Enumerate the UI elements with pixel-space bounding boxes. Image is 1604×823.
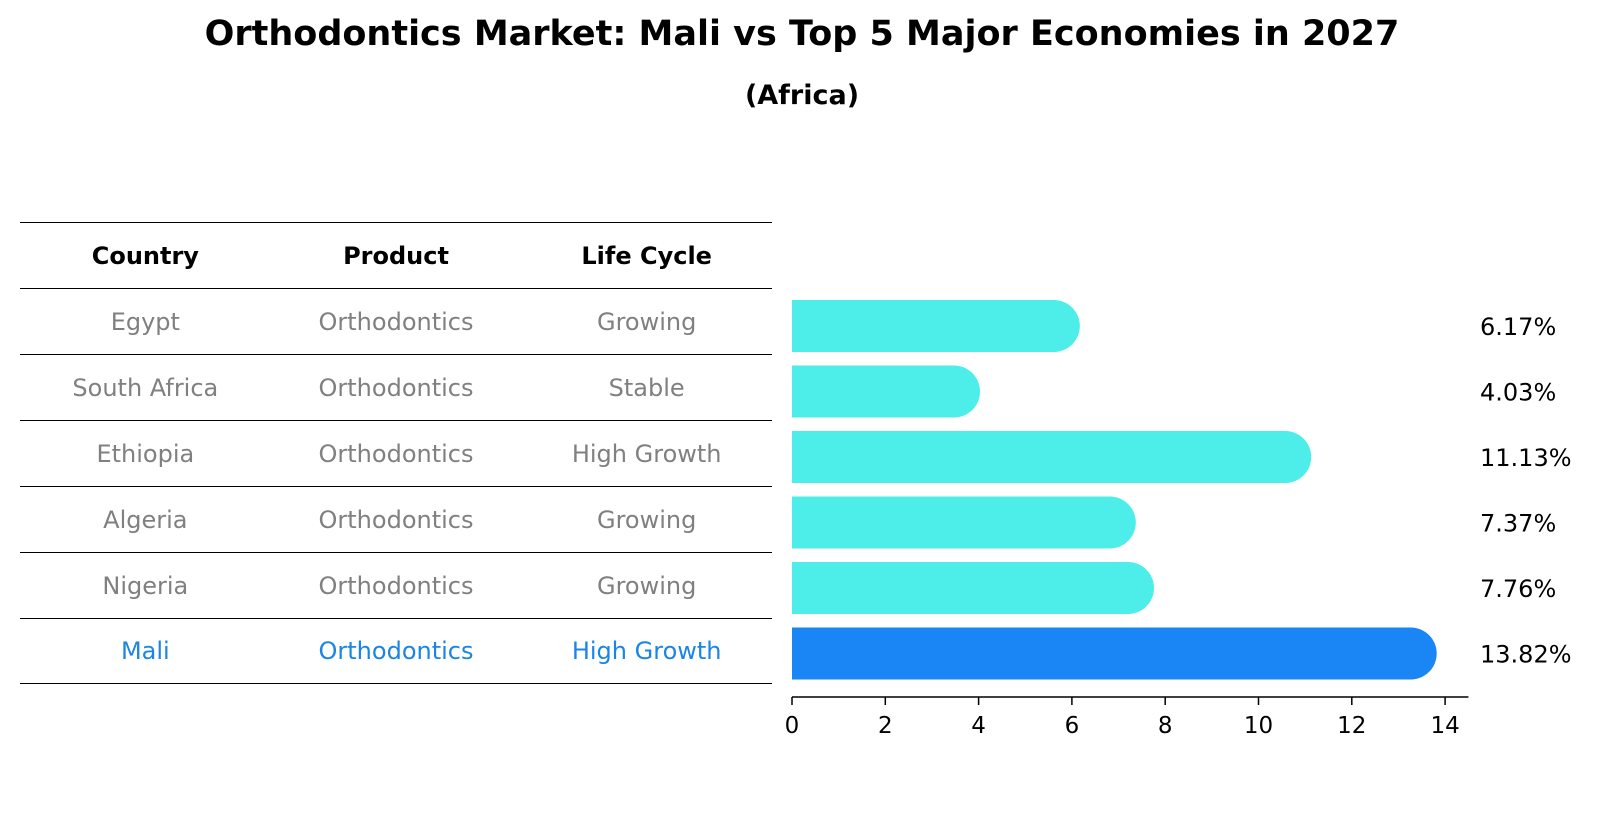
cell-life-cycle: Growing bbox=[596, 505, 697, 534]
bar-mali bbox=[792, 627, 1437, 680]
bar-south-africa bbox=[792, 365, 980, 418]
value-label: 11.13% bbox=[1480, 444, 1572, 472]
cell-country: Ethiopia bbox=[96, 439, 195, 468]
value-label: 4.03% bbox=[1480, 379, 1556, 407]
cell-country: Nigeria bbox=[102, 571, 189, 600]
cell-product: Orthodontics bbox=[318, 373, 474, 402]
x-tick-label: 2 bbox=[878, 713, 893, 739]
cell-product: Orthodontics bbox=[318, 505, 474, 534]
x-tick-label: 12 bbox=[1337, 713, 1366, 739]
bar-nigeria bbox=[792, 562, 1155, 614]
table-header-row: Country Product Life Cycle bbox=[20, 222, 772, 288]
table-row: Ethiopia Orthodontics High Growth bbox=[20, 420, 772, 486]
cell-life-cycle: High Growth bbox=[571, 439, 722, 468]
cell-life-cycle: High Growth bbox=[571, 637, 722, 665]
header-life-cycle: Life Cycle bbox=[581, 241, 712, 270]
x-tick-label: 0 bbox=[785, 713, 800, 739]
cell-product: Orthodontics bbox=[318, 307, 474, 336]
value-label: 7.76% bbox=[1480, 575, 1556, 603]
cell-country: Algeria bbox=[103, 505, 188, 534]
cell-country: Mali bbox=[120, 637, 170, 665]
table-row: Egypt Orthodontics Growing bbox=[20, 288, 772, 354]
bar-algeria bbox=[792, 496, 1136, 549]
x-tick-label: 4 bbox=[971, 713, 986, 739]
x-tick-label: 6 bbox=[1065, 713, 1080, 739]
value-label: 13.82% bbox=[1480, 641, 1572, 669]
bar-egypt bbox=[792, 300, 1080, 352]
bar-ethiopia bbox=[792, 431, 1312, 483]
cell-product: Orthodontics bbox=[318, 571, 474, 600]
x-tick-label: 8 bbox=[1158, 713, 1173, 739]
table-row: Algeria Orthodontics Growing bbox=[20, 486, 772, 552]
table-row: Nigeria Orthodontics Growing bbox=[20, 552, 772, 618]
value-label: 6.17% bbox=[1480, 313, 1556, 341]
value-label: 7.37% bbox=[1480, 510, 1556, 538]
cell-product: Orthodontics bbox=[318, 439, 474, 468]
chart-subtitle: (Africa) bbox=[744, 80, 860, 111]
cell-life-cycle: Stable bbox=[608, 373, 685, 402]
cell-country: South Africa bbox=[72, 373, 219, 402]
cell-life-cycle: Growing bbox=[596, 307, 697, 336]
x-tick-label: 10 bbox=[1244, 713, 1273, 739]
cell-country: Egypt bbox=[110, 307, 180, 336]
cell-life-cycle: Growing bbox=[596, 571, 697, 600]
chart-title: Orthodontics Market: Mali vs Top 5 Major… bbox=[204, 14, 1400, 54]
header-country: Country bbox=[91, 241, 199, 270]
cell-product: Orthodontics bbox=[318, 637, 474, 665]
table-row: South Africa Orthodontics Stable bbox=[20, 354, 772, 420]
header-product: Product bbox=[343, 241, 449, 270]
table-row-highlight: Mali Orthodontics High Growth bbox=[20, 618, 772, 684]
data-table: Country Product Life Cycle Egypt Orthodo… bbox=[20, 222, 772, 684]
x-tick-label: 14 bbox=[1430, 713, 1459, 739]
